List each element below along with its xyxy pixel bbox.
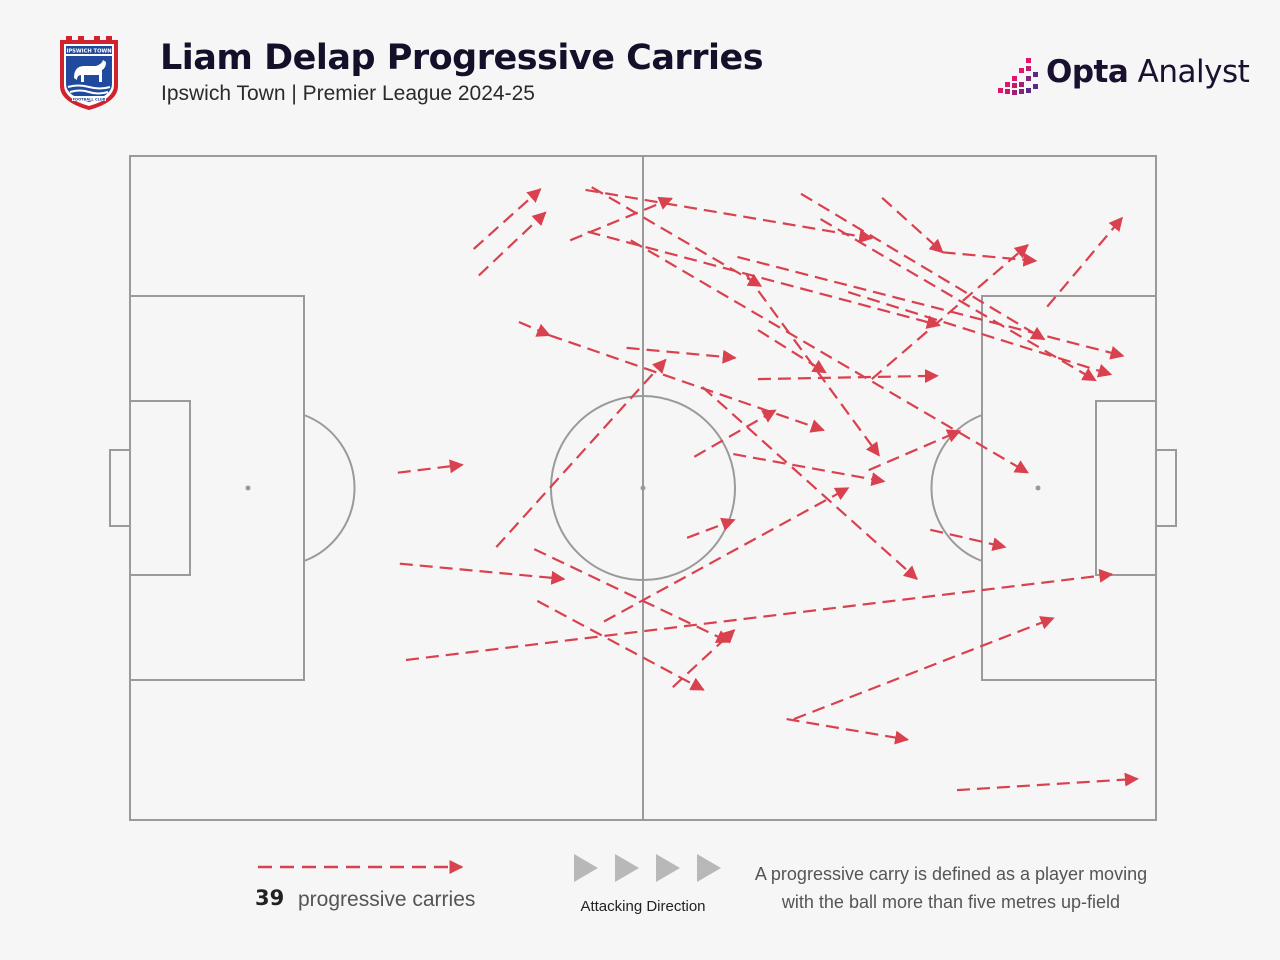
carry-arrow-14 [1046, 216, 1124, 308]
brand-name: Opta Analyst [1046, 54, 1250, 90]
crest-text-bottom: FOOTBALL CLUB [73, 97, 106, 101]
carry-arrow-6 [587, 230, 941, 329]
carry-arrow-5 [591, 186, 763, 288]
carry-arrow-25 [868, 429, 962, 472]
carry-arrow-11 [942, 251, 1038, 267]
carry-arrow-17 [549, 334, 825, 433]
carry-arrow-18 [626, 346, 737, 364]
carry-arrow-29 [603, 487, 850, 623]
left-penalty-arc [303, 414, 356, 562]
definition-line-1: A progressive carry is defined as a play… [754, 864, 1148, 884]
carry-arrow-13 [847, 291, 1113, 378]
carries-layer [397, 186, 1139, 792]
definition-text: A progressive carry is defined as a play… [740, 860, 1162, 916]
carry-arrow-28 [686, 517, 736, 539]
carry-arrow-8 [737, 255, 1125, 360]
ipswich-town-crest-icon: IPSWICH TOWN FOOTBALL CLUB [60, 36, 118, 110]
carry-arrow-26 [701, 386, 918, 580]
carry-arrow-36 [793, 616, 1055, 721]
legend-count: 39 [255, 886, 285, 910]
legend-label: progressive carries [298, 888, 476, 911]
carry-arrow-2 [478, 211, 547, 277]
carry-arrow-20 [757, 369, 939, 384]
carry-arrow-34 [536, 599, 705, 691]
brand-name-light: Analyst [1128, 54, 1250, 90]
carry-arrow-32 [533, 548, 731, 643]
definition-line-2: with the ball more than five metres up-f… [781, 892, 1121, 912]
left-penalty-area [129, 295, 305, 681]
chart-title: Liam Delap Progressive Carries [160, 38, 764, 78]
attacking-direction-arrows-icon [574, 854, 721, 882]
centre-spot [640, 485, 646, 491]
carry-arrow-23 [693, 409, 777, 458]
carry-arrow-3 [569, 196, 673, 242]
carry-arrow-22 [495, 358, 667, 548]
carry-arrow-24 [733, 453, 886, 487]
brand-name-bold: Opta [1046, 54, 1129, 90]
right-penalty-area [981, 295, 1157, 681]
carry-arrow-7 [630, 239, 1030, 474]
carry-arrow-21 [871, 244, 1029, 380]
carry-arrow-16 [518, 320, 551, 337]
carry-arrow-27 [397, 459, 464, 474]
left-goal [109, 449, 131, 527]
attacking-direction-label: Attacking Direction [580, 898, 706, 915]
left-penalty-spot [245, 485, 251, 491]
carry-arrow-1 [472, 188, 542, 250]
carry-arrow-30 [930, 528, 1007, 552]
right-six-yard-box [1095, 400, 1157, 576]
carry-arrow-38 [956, 772, 1139, 792]
carry-arrow-35 [672, 629, 736, 689]
opta-analyst-logo: Opta Analyst [996, 52, 1250, 98]
carry-arrow-31 [399, 562, 566, 585]
chart-subtitle: Ipswich Town | Premier League 2024-25 [161, 82, 535, 105]
carry-arrow-4 [585, 188, 874, 244]
carry-arrow-33 [405, 568, 1114, 662]
left-six-yard-box [129, 400, 191, 576]
carry-arrow-9 [800, 192, 1046, 341]
carry-arrow-37 [786, 718, 910, 745]
carry-arrow-19 [757, 329, 827, 374]
right-penalty-spot [1035, 485, 1041, 491]
crest-text-top: IPSWICH TOWN [66, 49, 111, 55]
opta-bars-icon [998, 58, 1038, 95]
pitch-spots [245, 485, 1041, 491]
carry-arrow-10 [881, 196, 944, 254]
carry-arrow-12 [819, 218, 1097, 382]
right-goal [1155, 449, 1177, 527]
right-penalty-arc [930, 414, 983, 562]
